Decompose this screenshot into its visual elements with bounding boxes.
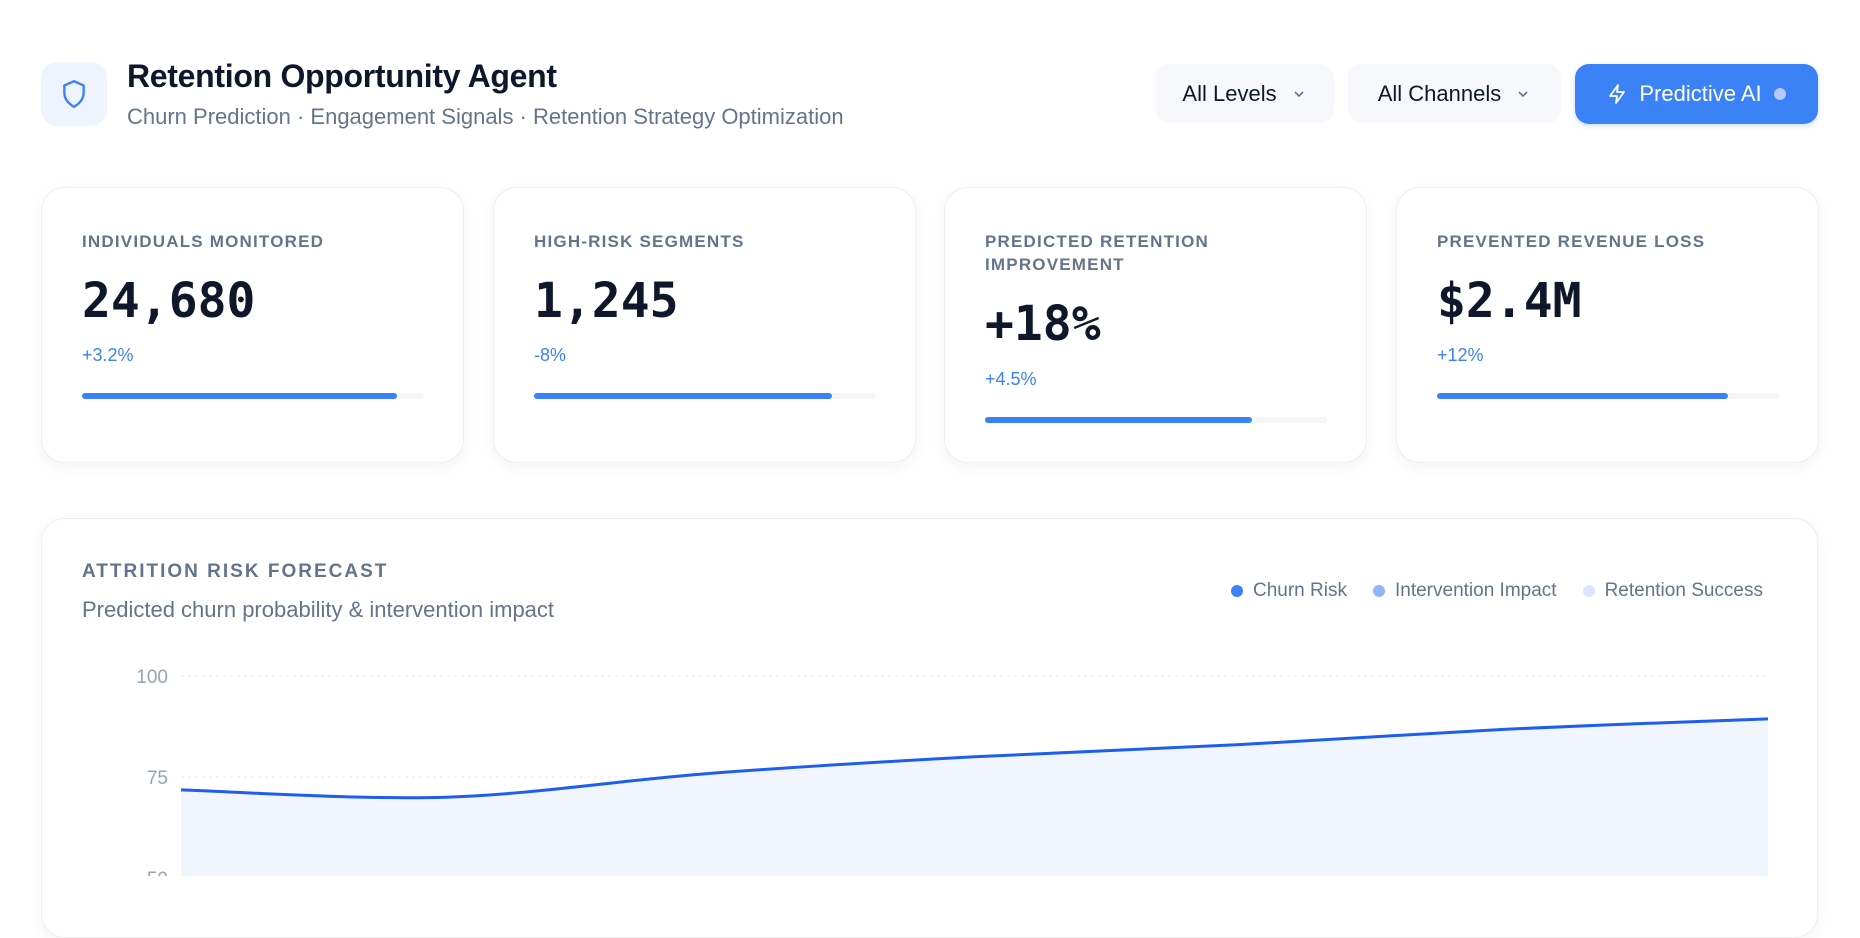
- kpi-label: INDIVIDUALS MONITORED: [82, 232, 325, 251]
- kpi-card-individuals: INDIVIDUALS MONITORED 24,680 +3.2%: [41, 187, 464, 463]
- churn-risk-line: [180, 717, 1769, 800]
- kpi-delta: +3.2%: [82, 345, 134, 365]
- legend-label: Retention Success: [1604, 580, 1763, 601]
- agent-logo: [41, 62, 107, 126]
- y-tick-label: 50: [147, 869, 168, 876]
- kpi-delta: +12%: [1437, 345, 1484, 365]
- legend-churn-risk[interactable]: Churn Risk: [1231, 580, 1347, 602]
- channels-dropdown[interactable]: All Channels: [1348, 64, 1561, 123]
- legend-intervention-impact[interactable]: Intervention Impact: [1372, 580, 1557, 602]
- y-tick-label: 100: [136, 667, 168, 688]
- kpi-label: PREDICTED RETENTION IMPROVEMENT: [985, 232, 1209, 274]
- chevron-down-icon: [1294, 90, 1304, 97]
- page-subtitle: Churn Prediction · Engagement Signals · …: [127, 104, 844, 129]
- kpi-progress: [985, 417, 1327, 423]
- kpi-progress: [534, 393, 876, 399]
- levels-dropdown-label: All Levels: [1182, 80, 1277, 106]
- legend-dot: [1372, 585, 1385, 597]
- page-title: Retention Opportunity Agent: [127, 58, 557, 94]
- levels-dropdown[interactable]: All Levels: [1155, 64, 1334, 123]
- kpi-progress: [82, 393, 424, 399]
- legend-label: Intervention Impact: [1394, 580, 1557, 601]
- legend-label: Churn Risk: [1253, 580, 1347, 601]
- chart-subtitle: Predicted churn probability & interventi…: [82, 597, 555, 622]
- predictive-ai-label: Predictive AI: [1639, 81, 1762, 106]
- kpi-value: 1,245: [534, 273, 679, 329]
- kpi-delta: -8%: [534, 345, 567, 365]
- legend-dot: [1582, 585, 1595, 597]
- kpi-delta: +4.5%: [985, 369, 1037, 389]
- legend-retention-success[interactable]: Retention Success: [1582, 580, 1763, 602]
- kpi-value: 24,680: [82, 273, 256, 329]
- kpi-card-high-risk: HIGH-RISK SEGMENTS 1,245 -8%: [493, 187, 916, 463]
- kpi-card-retention-improvement: PREDICTED RETENTION IMPROVEMENT +18% +4.…: [944, 187, 1367, 463]
- kpi-label: HIGH-RISK SEGMENTS: [534, 232, 745, 251]
- chevron-down-icon: [1518, 90, 1528, 97]
- predictive-ai-button[interactable]: Predictive AI: [1575, 64, 1818, 124]
- kpi-card-revenue-loss: PREVENTED REVENUE LOSS $2.4M +12%: [1396, 187, 1819, 463]
- churn-risk-area: [181, 718, 1768, 876]
- churn-risk-chart: 100 75 50: [136, 667, 1769, 876]
- channels-dropdown-label: All Channels: [1377, 80, 1502, 106]
- chart-title: ATTRITION RISK FORECAST: [82, 561, 389, 582]
- kpi-value: +18%: [985, 296, 1101, 352]
- kpi-label: PREVENTED REVENUE LOSS: [1437, 232, 1706, 251]
- kpi-progress: [1437, 393, 1779, 399]
- lightning-icon: [1609, 84, 1626, 104]
- chart-legend: Churn Risk Intervention Impact Retention…: [1231, 580, 1763, 602]
- y-tick-label: 75: [147, 768, 168, 789]
- status-dot: [1773, 88, 1786, 100]
- kpi-value: $2.4M: [1437, 273, 1582, 329]
- legend-dot: [1231, 585, 1243, 597]
- shield-icon: [63, 79, 85, 109]
